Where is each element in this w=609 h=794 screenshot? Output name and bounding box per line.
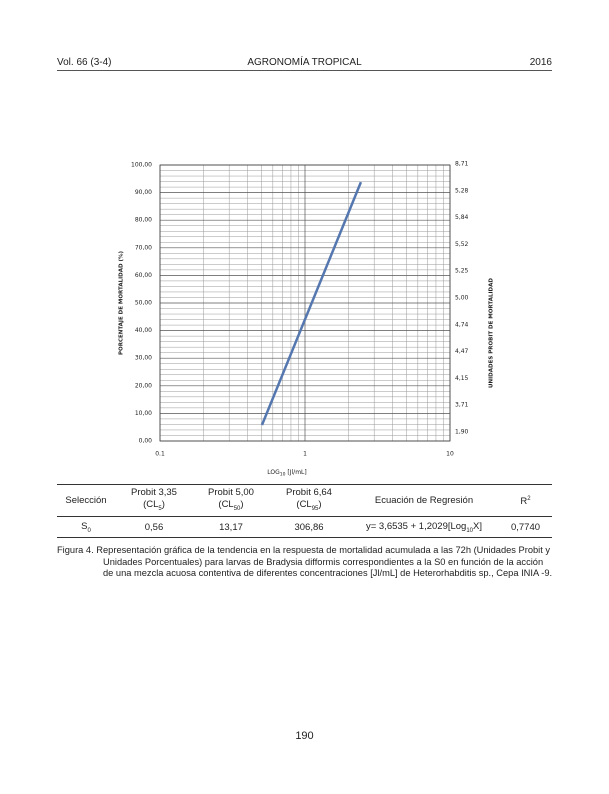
y2-axis-label: UNIDADES PROBIT DE MORTALIDAD (489, 278, 495, 388)
header-text: Probit 3,35 (131, 486, 177, 498)
figure-caption: Figura 4. Representación gráfica de la t… (57, 545, 554, 580)
y2-tick-label: 5,84 (455, 214, 469, 221)
volume: Vol. 66 (3-4) (57, 57, 112, 68)
results-table: Selección Probit 3,35 (CL5) Probit 5,00 (C… (57, 484, 552, 538)
superscript: 2 (527, 495, 531, 502)
y2-tick-label: 3,71 (455, 402, 469, 409)
header-text: ) (161, 498, 165, 510)
subscript: 50 (233, 505, 241, 512)
running-header: Vol. 66 (3-4) AGRONOMÍA TROPICAL 2016 (57, 57, 552, 71)
y2-tick-label: 4,47 (455, 348, 469, 355)
x-tick-label: 0.1 (155, 451, 165, 458)
header-cell: Selección (57, 484, 115, 517)
x-tick-label: 1 (303, 451, 307, 458)
caption-text: Representación gráfica de la tendencia e… (96, 545, 553, 578)
y2-tick-label: 5,52 (455, 241, 469, 248)
y2-tick-label: 5,00 (455, 295, 469, 302)
plot-frame (159, 164, 451, 442)
header-text: (CL (296, 498, 312, 510)
cell: S0 (57, 516, 115, 538)
caption-label: Figura 4. (57, 545, 94, 555)
header-text: ) (240, 498, 244, 510)
y-axis-label: PORCENTAJE DE MORTALIDAD (%) (119, 251, 125, 355)
x-label-sub: 10 (280, 471, 286, 477)
y-tick-label: 60,00 (135, 272, 152, 279)
header-text: R (520, 496, 528, 508)
cell: 0,56 (115, 516, 193, 538)
cell: 13,17 (193, 516, 269, 538)
subscript: 95 (311, 505, 319, 512)
x-label-text: LOG (267, 469, 280, 476)
header-cell: Probit 6,64 (CL95) (269, 484, 349, 517)
y2-tick-label: 5,25 (455, 268, 469, 275)
y-tick-label: 50,00 (135, 300, 152, 307)
y2-tick-label: 1,90 (455, 429, 469, 436)
y2-tick-label: 4,74 (455, 321, 469, 328)
cell: 0,7740 (499, 516, 552, 538)
x-tick-label: 10 (446, 451, 454, 458)
header-text: (CL (218, 498, 234, 510)
table: Selección Probit 3,35 (CL5) Probit 5,00 (C… (57, 484, 552, 538)
header-cell: Ecuación de Regresión (349, 484, 499, 517)
header-cell: Probit 3,35 (CL5) (115, 484, 193, 517)
y-tick-label: 20,00 (135, 382, 152, 389)
chart: 0,00 10,00 20,00 30,00 40,00 50,00 60,00 70,00 8… (119, 161, 495, 478)
y2-tick-label: 5,28 (455, 187, 469, 194)
cell: y= 3,6535 + 1,2029[Log10X] (349, 516, 499, 538)
header-cell: Probit 5,00 (CL50) (193, 484, 269, 517)
header-text: ) (318, 498, 322, 510)
cell-text: y= 3,6535 + 1,2029[Log (365, 520, 467, 532)
y-tick-label: 40,00 (135, 327, 152, 334)
y-tick-label: 80,00 (135, 217, 152, 224)
journal: AGRONOMÍA TROPICAL (247, 57, 362, 68)
cell-text: X] (473, 520, 483, 532)
y-tick-label: 30,00 (135, 355, 152, 362)
y-tick-label: 90,00 (135, 189, 152, 196)
y-tick-label: 70,00 (135, 244, 152, 251)
subscript: 0 (87, 527, 91, 534)
x-axis-label: LOG10 [Jl/mL] (267, 469, 306, 478)
cell-text: S (81, 520, 88, 532)
data-line (260, 181, 363, 426)
cell: 306,86 (269, 516, 349, 538)
y-tick-label: 100,00 (131, 162, 152, 169)
header-text: Probit 6,64 (286, 486, 332, 498)
header-text: Probit 5,00 (208, 486, 254, 498)
y2-tick-label: 8,71 (455, 161, 469, 168)
subscript: 10 (466, 527, 474, 534)
header-text: (CL (143, 498, 159, 510)
y-tick-label: 0,00 (139, 438, 153, 445)
header-row: Selección Probit 3,35 (CL5) Probit 5,00 (C… (57, 484, 552, 517)
y-tick-label: 10,00 (135, 410, 152, 417)
page-number: 190 (295, 730, 314, 742)
year: 2016 (529, 57, 552, 68)
y2-tick-label: 4,15 (455, 375, 469, 382)
data-row: S0 0,56 13,17 306,86 y= 3,6535 + 1,2029[… (57, 516, 552, 538)
x-label-rest: [Jl/mL] (286, 469, 307, 476)
header-cell: R2 (499, 484, 552, 517)
caption-body: Figura 4. Representación gráfica de la t… (57, 545, 554, 580)
subscript: 5 (158, 505, 162, 512)
